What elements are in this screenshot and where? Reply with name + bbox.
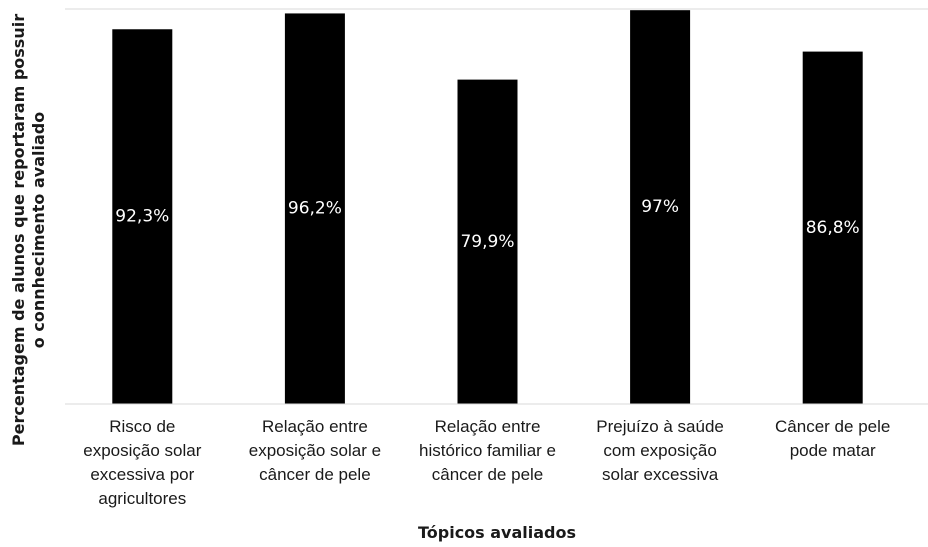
bar-5 <box>802 51 863 404</box>
bar-2 <box>284 13 345 404</box>
category-label-3-line-2: histórico familiar e <box>419 441 556 460</box>
category-label-1: Risco de exposição solar excessiva por agri… <box>83 417 201 508</box>
category-label-1-line-4: agricultores <box>98 489 186 508</box>
category-label-4-line-2: com exposição <box>603 441 716 460</box>
category-label-5-line-2: pode matar <box>790 441 876 460</box>
category-label-2-line-2: exposição solar e <box>249 441 381 460</box>
category-label-4: Prejuízo à saúde com exposição solar exces… <box>596 417 724 484</box>
y-axis-title-line-2: o connhecimento avaliado <box>29 112 48 348</box>
data-label-4: 97% <box>641 197 679 217</box>
category-label-4-line-1: Prejuízo à saúde <box>596 417 724 436</box>
category-label-1-line-2: exposição solar <box>83 441 201 460</box>
category-label-4-line-3: solar excessiva <box>602 465 719 484</box>
category-label-5-line-1: Câncer de pele <box>775 417 890 436</box>
y-axis-title-line-1: Percentagem de alunos que reportaram pos… <box>9 14 28 446</box>
data-label-5: 86,8% <box>806 218 860 238</box>
bar-1 <box>112 29 173 405</box>
category-label-2-line-3: câncer de pele <box>259 465 371 484</box>
bar-4 <box>630 10 691 405</box>
category-label-1-line-3: excessiva por <box>90 465 194 484</box>
category-label-2: Relação entre exposição solar e câncer de … <box>249 417 381 484</box>
category-label-2-line-1: Relação entre <box>262 417 368 436</box>
data-label-3: 79,9% <box>460 232 514 252</box>
category-label-3-line-3: câncer de pele <box>432 465 544 484</box>
category-label-3: Relação entre histórico familiar e câncer … <box>419 417 556 484</box>
x-axis-title: Tópicos avaliados <box>418 523 576 542</box>
category-label-1-line-1: Risco de <box>109 417 175 436</box>
category-label-3-line-1: Relação entre <box>435 417 541 436</box>
category-label-5: Câncer de pele pode matar <box>775 417 890 460</box>
bar-3 <box>457 79 518 404</box>
data-label-1: 92,3% <box>115 207 169 227</box>
data-label-2: 96,2% <box>288 199 342 219</box>
